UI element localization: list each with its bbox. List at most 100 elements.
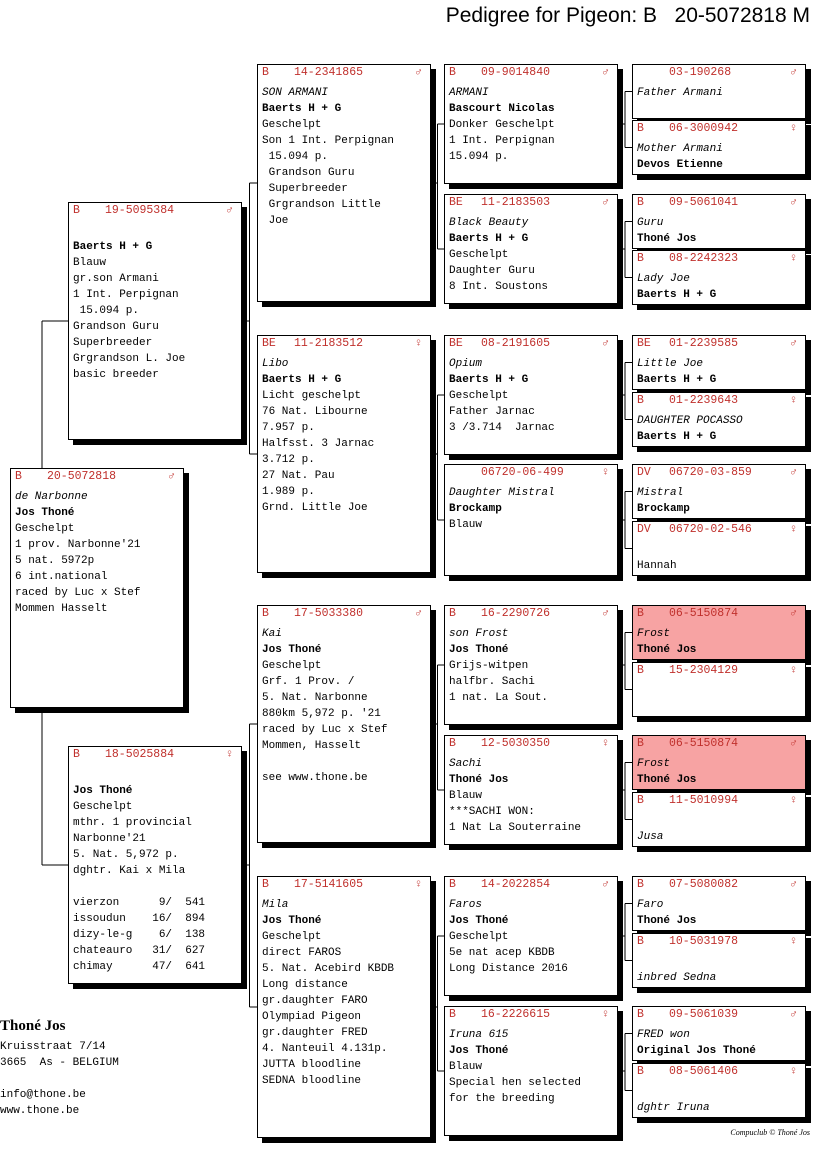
- pigeon-name: Faro: [637, 899, 664, 911]
- country-code: B: [637, 1008, 644, 1021]
- sex-symbol: ♂: [602, 66, 609, 79]
- sex-symbol: ♀: [415, 337, 422, 350]
- detail-line: gr.daughter FRED: [262, 1027, 368, 1039]
- detail-line: gr.daughter FARO: [262, 995, 368, 1007]
- detail-line: 7.957 p.: [262, 422, 315, 434]
- detail-line: 5. Nat. 5,972 p.: [73, 849, 179, 861]
- ring-number: 06-5150874: [669, 607, 739, 620]
- detail-line: Grgrandson Little: [262, 199, 381, 211]
- owner: Original Jos Thoné: [637, 1045, 756, 1057]
- country-code: B: [262, 607, 269, 620]
- country-code: B: [73, 204, 80, 217]
- detail-line: Son 1 Int. Perpignan: [262, 135, 395, 147]
- owner: Thoné Jos: [449, 774, 509, 786]
- owner: Baerts H + G: [262, 103, 342, 115]
- detail-line: Special hen selected: [449, 1077, 582, 1089]
- box-header: B 08-5061406 ♀: [633, 1064, 805, 1080]
- sex-symbol: ♀: [790, 1065, 797, 1078]
- country-code: BE: [449, 196, 463, 209]
- blank-row: [69, 767, 241, 783]
- detail-line: issoudun 16/ 894: [73, 913, 206, 925]
- sex-symbol: ♂: [790, 337, 797, 350]
- pigeon-box: B 14-2022854 ♂ Faros Jos Thoné Geschelpt 5e na…: [444, 876, 618, 996]
- credit: Compuclub © Thoné Jos: [730, 1128, 810, 1137]
- ring-number: 06-3000942: [669, 122, 739, 135]
- detail-line: basic breeder: [73, 369, 159, 381]
- pigeon-name: Mistral: [637, 487, 684, 499]
- detail-line: 6 int.national: [15, 571, 108, 583]
- sex-symbol: ♀: [790, 523, 797, 536]
- detail-line: 1 nat. La Sout.: [449, 692, 549, 704]
- sex-symbol: ♀: [790, 935, 797, 948]
- box-header: B 14-2022854 ♂: [445, 877, 617, 893]
- pigeon-box: B 08-2242323 ♀ Lady Joe Baerts H + G: [632, 250, 806, 305]
- sex-symbol: ♂: [790, 878, 797, 891]
- detail-line: Long Distance 2016: [449, 963, 568, 975]
- box-header: BE 01-2239585 ♂: [633, 336, 805, 352]
- pigeon-name: Mother Armani: [637, 143, 723, 155]
- box-header: B 11-5010994 ♀: [633, 793, 805, 809]
- detail-line: 5. Nat. Narbonne: [262, 692, 368, 704]
- owner: Baerts H + G: [637, 374, 717, 386]
- sex-symbol: ♀: [790, 664, 797, 677]
- pigeon-box: B 17-5033380 ♂ Kai Jos Thoné Geschelpt Grf. 1 …: [257, 605, 431, 843]
- owner: Jos Thoné: [449, 1045, 509, 1057]
- detail-line: Blauw: [449, 1061, 483, 1073]
- country-code: BE: [262, 337, 276, 350]
- detail-line: 1 Nat La Souterraine: [449, 822, 582, 834]
- detail-line: Licht geschelpt: [262, 390, 362, 402]
- ring-number: 16-2226615: [481, 1008, 551, 1021]
- detail-line: 1 Int. Perpignan: [73, 289, 179, 301]
- detail-line: Blauw: [449, 790, 483, 802]
- country-code: B: [637, 1065, 644, 1078]
- ring-number: 06720-06-499: [481, 466, 564, 479]
- owner: Thoné Jos: [637, 233, 697, 245]
- detail-line: for the breeding: [449, 1093, 555, 1105]
- pigeon-box: B 16-2290726 ♂ son Frost Jos Thoné Grijs-witp…: [444, 605, 618, 725]
- pigeon-name: Iruna 615: [449, 1029, 509, 1041]
- pigeon-box: DV 06720-02-546 ♀ Hannah Brockamp: [632, 521, 806, 576]
- detail-line: 15.094 p.: [262, 151, 329, 163]
- box-header: B 17-5141605 ♀: [258, 877, 430, 893]
- pigeon-box: B 11-5010994 ♀ Jusa Thoné Jos: [632, 792, 806, 847]
- country-code: B: [637, 394, 644, 407]
- country-code: B: [637, 935, 644, 948]
- sex-symbol: ♂: [790, 466, 797, 479]
- country-code: B: [637, 196, 644, 209]
- pigeon-box: BE 11-2183512 ♀ Libo Baerts H + G Licht gesch…: [257, 335, 431, 573]
- spacer: [633, 679, 805, 683]
- ring-number: 06720-02-546: [669, 523, 752, 536]
- pigeon-name: Jusa: [637, 831, 664, 843]
- blank-row: [633, 813, 805, 829]
- box-header: B 06-3000942 ♀: [633, 121, 805, 137]
- pigeon-name: FRED won: [637, 1029, 690, 1041]
- box-header: 06720-06-499 ♀: [445, 465, 617, 481]
- detail-line: raced by Luc x Stef: [15, 587, 141, 599]
- pigeon-name: Lady Joe: [637, 273, 690, 285]
- detail-line: Hannah: [637, 560, 677, 572]
- contact-line: info@thone.be: [0, 1089, 86, 1101]
- detail-line: Blauw: [449, 519, 483, 531]
- owner: Jos Thoné: [15, 507, 75, 519]
- detail-line: mthr. 1 provincial: [73, 817, 192, 829]
- pigeon-name: Black Beauty: [449, 217, 529, 229]
- sex-symbol: ♀: [790, 122, 797, 135]
- country-code: B: [73, 748, 80, 761]
- ring-number: 09-9014840: [481, 66, 551, 79]
- detail-line: 3.712 p.: [262, 454, 315, 466]
- sex-symbol: ♂: [790, 1008, 797, 1021]
- sex-symbol: ♂: [226, 204, 233, 217]
- detail-line: Geschelpt: [449, 931, 509, 943]
- detail-line: 8 Int. Soustons: [449, 281, 549, 293]
- country-code: BE: [449, 337, 463, 350]
- detail-line: raced by Luc x Stef: [262, 724, 388, 736]
- pigeon-name: SON ARMANI: [262, 87, 329, 99]
- country-code: B: [449, 607, 456, 620]
- detail-line: 880km 5,972 p. '21: [262, 708, 381, 720]
- pigeon-name: dghtr Iruna: [637, 1102, 710, 1114]
- detail-line: SEDNA bloodline: [262, 1075, 362, 1087]
- address-line: Kruisstraat 7/14: [0, 1041, 106, 1053]
- contact-line: www.thone.be: [0, 1105, 80, 1117]
- pigeon-box: B 01-2239643 ♀ DAUGHTER POCASSO Baerts H + G: [632, 392, 806, 447]
- sex-symbol: ♀: [602, 737, 609, 750]
